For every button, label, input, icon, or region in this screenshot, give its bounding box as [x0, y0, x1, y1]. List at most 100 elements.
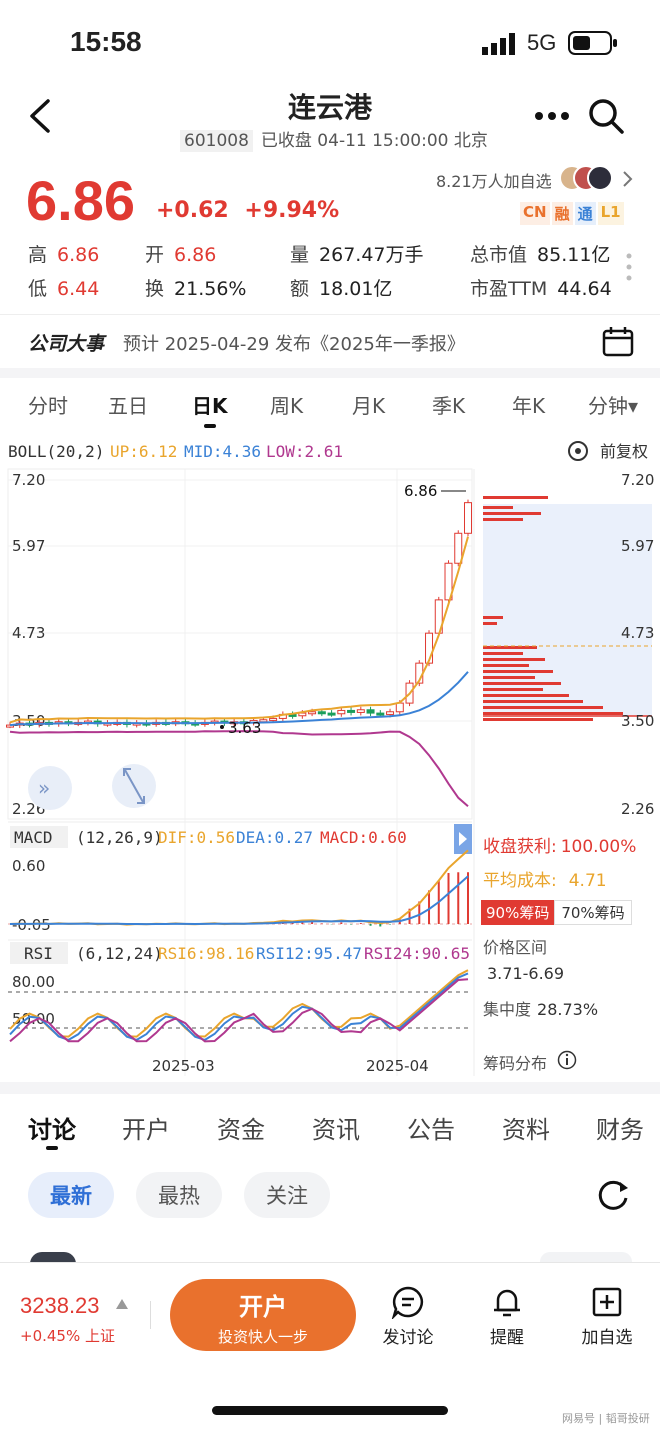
kline-chart[interactable]: BOLL(20,2) UP:6.12 MID:4.36 LOW:2.61 前复权… — [0, 436, 660, 1082]
candle — [366, 709, 375, 714]
chip-bar — [483, 518, 523, 521]
stat-high: 高 6.86 — [28, 244, 100, 266]
tab-finance[interactable]: 财务 — [596, 1116, 644, 1144]
back-icon[interactable] — [26, 98, 56, 134]
chip-bar — [483, 688, 543, 691]
stat-amount: 额 18.01亿 — [290, 278, 393, 300]
alert-button[interactable]: 提醒 — [467, 1285, 547, 1348]
candle — [444, 562, 453, 601]
stat-pe: 市盈TTM 44.64 — [470, 278, 612, 300]
price-axis-label: 4.73 — [621, 624, 654, 642]
candle — [308, 711, 317, 715]
macd-name[interactable]: MACD — [14, 828, 53, 847]
chip-bar — [483, 700, 583, 703]
candle — [327, 712, 336, 716]
adjust-mode[interactable]: 前复权 — [600, 442, 648, 461]
open-account-button[interactable]: 开户 投资快人一步 — [170, 1279, 356, 1351]
filter-following[interactable]: 关注 — [244, 1172, 330, 1218]
tab-daily-k[interactable]: 日K — [192, 394, 228, 418]
low-annotation-dot — [220, 725, 224, 729]
price-axis-label: 5.97 — [621, 537, 654, 555]
rsi24-line — [9, 978, 469, 1043]
candle — [337, 709, 346, 715]
chip-bar — [483, 506, 513, 509]
stat-open: 开 6.86 — [145, 244, 217, 266]
add-watchlist-button[interactable]: 加自选 — [567, 1285, 647, 1348]
chip-tab-90[interactable]: 90%筹码 — [481, 900, 555, 925]
plus-square-icon — [592, 1287, 622, 1317]
candle — [376, 712, 385, 716]
tab-news[interactable]: 资讯 — [312, 1116, 360, 1144]
stat-turnover: 换 21.56% — [145, 278, 247, 300]
watermark: 网易号 | 韬哥投研 — [562, 1412, 650, 1425]
change-value: +0.62 — [156, 198, 229, 223]
followers-count[interactable]: 8.21万人加自选 — [436, 172, 552, 191]
tab-funds[interactable]: 资金 — [217, 1116, 265, 1144]
active-tab-indicator — [46, 1146, 58, 1150]
main-panel-frame — [7, 468, 473, 820]
calendar-icon[interactable] — [602, 325, 634, 357]
tab-quarterly-k[interactable]: 季K — [432, 394, 466, 418]
tab-open-account[interactable]: 开户 — [122, 1116, 170, 1144]
index-change: +0.45% 上证 — [20, 1327, 116, 1345]
price-axis-label: 2.26 — [621, 800, 654, 818]
x-axis-label: 2025-04 — [366, 1057, 429, 1075]
section-separator — [0, 368, 660, 378]
more-icon[interactable] — [534, 108, 570, 124]
chevron-right-icon[interactable] — [622, 170, 634, 188]
event-label: 公司大事 — [28, 333, 105, 355]
tab-monthly-k[interactable]: 月K — [352, 394, 386, 418]
filter-latest[interactable]: 最新 — [28, 1172, 114, 1218]
rsi12: RSI12:95.47 — [256, 944, 362, 963]
settings-icon[interactable] — [568, 441, 588, 461]
badge-connect: 通 — [574, 202, 596, 225]
tab-discussion[interactable]: 讨论 — [28, 1116, 76, 1144]
stat-volume: 量 267.47万手 — [290, 244, 424, 266]
macd-tag-bg — [10, 826, 68, 848]
refresh-icon[interactable] — [594, 1176, 632, 1214]
info-icon[interactable] — [557, 1050, 577, 1070]
tab-minute[interactable]: 分钟▾ — [588, 394, 639, 418]
tab-announcements[interactable]: 公告 — [407, 1116, 455, 1144]
price-axis-label: 5.97 — [12, 537, 45, 555]
candle — [454, 532, 463, 564]
change-percent: +9.94% — [244, 198, 340, 223]
boll-mid: MID:4.36 — [184, 442, 261, 461]
rsi-name[interactable]: RSI — [24, 944, 53, 963]
post-discussion-button[interactable]: 发讨论 — [368, 1285, 448, 1348]
chip-bar — [483, 646, 537, 649]
search-icon[interactable] — [586, 96, 626, 136]
boll-mid-line — [9, 671, 469, 727]
tab-intraday[interactable]: 分时 — [28, 394, 68, 418]
x-axis-label: 2025-03 — [152, 1057, 215, 1075]
chip-bar — [483, 706, 603, 709]
chip-bar — [483, 694, 569, 697]
kline-tabs: 分时 五日 日K 周K 月K 季K 年K 分钟▾ — [0, 378, 660, 432]
tab-five-day[interactable]: 五日 — [108, 394, 148, 418]
filter-hot[interactable]: 最热 — [136, 1172, 222, 1218]
tab-weekly-k[interactable]: 周K — [270, 394, 304, 418]
status-time: 15:58 — [70, 26, 142, 57]
chip-area — [483, 504, 652, 716]
tab-profile[interactable]: 资料 — [502, 1116, 550, 1144]
home-indicator — [212, 1406, 448, 1415]
market-badges: CN 融 通 L1 — [520, 202, 624, 225]
follower-avatars — [559, 165, 613, 191]
avatar — [30, 1252, 76, 1264]
chip-tab-70[interactable]: 70%筹码 — [554, 900, 632, 925]
rsi24: RSI24:90.65 — [364, 944, 470, 963]
chat-icon — [391, 1286, 424, 1319]
bell-icon — [494, 1289, 520, 1317]
expand-dots-icon[interactable] — [624, 252, 634, 282]
expand-chart-button[interactable]: » — [28, 766, 72, 810]
rsi12-line — [9, 972, 469, 1041]
chip-bar — [483, 622, 497, 625]
company-event[interactable]: 公司大事 预计 2025-04-29 发布《2025年一季报》 — [0, 314, 660, 368]
signal-icon — [482, 33, 515, 55]
tab-yearly-k[interactable]: 年K — [512, 394, 546, 418]
index-value[interactable]: 3238.23 — [20, 1293, 100, 1318]
panel-toggle-button[interactable] — [454, 824, 472, 854]
candles — [6, 499, 472, 729]
last-price: 6.86 — [26, 169, 135, 232]
fullscreen-button[interactable] — [112, 764, 156, 808]
